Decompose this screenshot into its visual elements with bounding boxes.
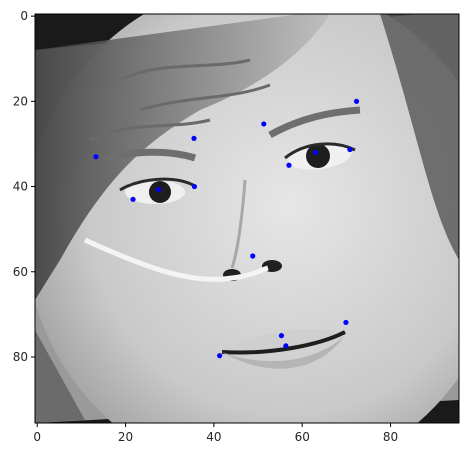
keypoint-marker bbox=[286, 162, 292, 168]
axes-frame bbox=[34, 13, 460, 424]
y-tick-label: 0 bbox=[20, 9, 28, 23]
keypoint-marker bbox=[278, 333, 285, 339]
keypoint-marker bbox=[283, 343, 289, 349]
keypoint-marker bbox=[191, 135, 197, 142]
x-tick-label: 60 bbox=[295, 430, 310, 444]
keypoint-marker bbox=[93, 154, 99, 160]
keypoint-marker bbox=[191, 183, 198, 190]
y-tick-label: 20 bbox=[13, 94, 28, 108]
keypoint-markers bbox=[93, 98, 360, 359]
keypoint-marker bbox=[261, 121, 267, 127]
y-tick-label: 40 bbox=[13, 180, 28, 194]
keypoint-marker bbox=[217, 353, 223, 359]
keypoint-marker bbox=[347, 146, 353, 153]
keypoint-marker bbox=[250, 253, 256, 259]
y-tick-label: 60 bbox=[13, 265, 28, 279]
keypoint-marker bbox=[312, 149, 319, 156]
y-tick-label: 80 bbox=[13, 350, 28, 364]
x-tick-label: 20 bbox=[118, 430, 133, 444]
x-tick-label: 0 bbox=[33, 430, 41, 444]
x-tick-label: 80 bbox=[383, 430, 398, 444]
axis-ticks: 0 20 40 60 80 0 20 40 60 80 bbox=[13, 9, 398, 444]
face-image bbox=[35, 14, 459, 423]
keypoint-marker bbox=[156, 186, 162, 193]
keypoint-marker bbox=[353, 98, 360, 104]
x-tick-label: 40 bbox=[206, 430, 221, 444]
keypoint-marker bbox=[343, 319, 349, 326]
keypoint-marker bbox=[130, 196, 136, 202]
